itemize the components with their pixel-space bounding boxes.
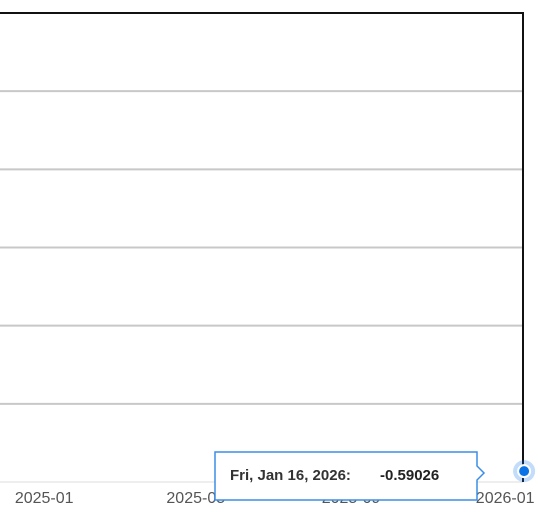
hover-point (517, 464, 532, 479)
x-tick-label: 2025-05 (166, 490, 225, 507)
x-tick-label: 2025-01 (15, 490, 74, 507)
grid (0, 90, 523, 405)
tooltip-box (214, 451, 486, 501)
x-tick-label: 2026-01 (476, 490, 535, 507)
plot (513, 460, 536, 483)
tooltip-date: Fri, Jan 16, 2026: (230, 467, 351, 484)
tooltip: Fri, Jan 16, 2026: -0.59026 (214, 451, 486, 501)
tooltip-value: -0.59026 (380, 467, 439, 484)
